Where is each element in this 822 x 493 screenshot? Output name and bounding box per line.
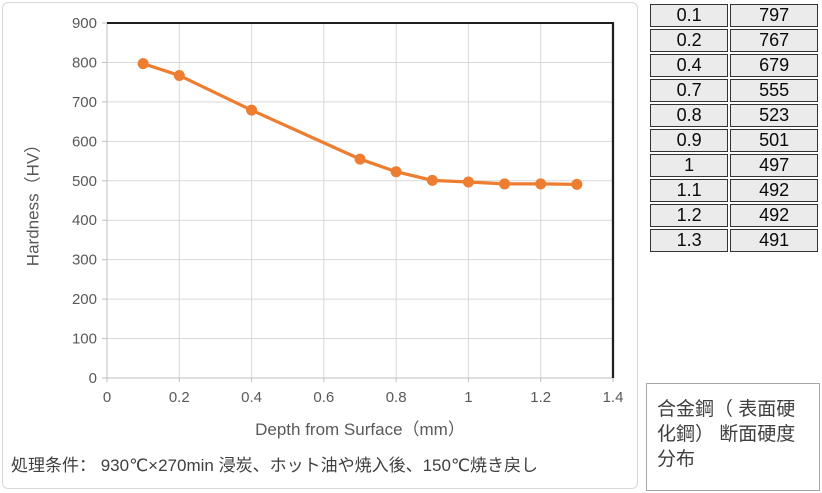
material-note-text: 合金鋼（ 表面硬 化鋼） 断面硬度 分布 [657,399,796,470]
hardness-cell: 523 [730,104,818,127]
depth-cell: 0.4 [650,54,729,77]
hardness-cell: 492 [730,179,818,202]
hardness-line [141,62,579,186]
x-tick-label: 0.2 [169,389,190,406]
table-row: 0.8 523 [650,104,818,127]
hardness-data-table: 0.1 797 0.2 767 0.4 679 0.7 555 0.8 523 0.9 501 1 497… [648,2,820,254]
y-tick-label: 0 [89,370,97,387]
x-tick-label: 1 [464,389,472,406]
table-row: 1.3 491 [650,229,818,252]
hardness-cell: 497 [730,154,818,177]
depth-cell: 0.1 [650,4,729,27]
data-point [462,176,474,188]
hardness-cell: 797 [730,4,818,27]
data-point [173,69,185,81]
hardness-cell: 767 [730,29,818,52]
y-tick-label: 700 [72,94,97,111]
depth-cell: 0.2 [650,29,729,52]
x-tick-label: 0.4 [241,389,262,406]
y-axis-title: Hardness（HV） [23,135,43,267]
data-point [137,58,149,70]
data-point [390,166,402,178]
y-tick-label: 200 [72,291,97,308]
data-point [354,153,366,165]
y-tick-label: 400 [72,212,97,229]
table-row: 0.4 679 [650,54,818,77]
data-point [426,174,438,186]
table-row: 0.7 555 [650,79,818,102]
data-point [571,178,583,190]
y-tick-label: 500 [72,173,97,190]
depth-cell: 1.3 [650,229,729,252]
x-axis-title: Depth from Surface（mm） [255,420,465,439]
y-tick-label: 800 [72,54,97,71]
treatment-conditions-caption: 処理条件： 930℃×270min 浸炭、ホット油や焼入後、150℃焼き戻し [11,456,539,475]
x-tick-label: 0.6 [313,389,334,406]
hardness-depth-chart: 0 100 200 300 400 500 600 700 800 900 0 0.2 0.4 0.6 0.… [72,15,624,406]
table-row: 1 497 [650,154,818,177]
material-note-box: 合金鋼（ 表面硬 化鋼） 断面硬度 分布 [646,383,820,491]
y-tick-label: 600 [72,133,97,150]
table-row: 0.1 797 [650,4,818,27]
x-tick-label: 1.4 [603,389,624,406]
depth-cell: 1.1 [650,179,729,202]
hardness-cell: 491 [730,229,818,252]
hardness-cell: 555 [730,79,818,102]
depth-cell: 0.9 [650,129,729,152]
x-tick-label: 0.8 [386,389,407,406]
hardness-cell: 501 [730,129,818,152]
table-row: 0.2 767 [650,29,818,52]
depth-cell: 0.8 [650,104,729,127]
hardness-cell: 492 [730,204,818,227]
data-point [499,178,511,190]
depth-cell: 1.2 [650,204,729,227]
y-tick-label: 100 [72,331,97,348]
table-row: 1.1 492 [650,179,818,202]
table-row: 0.9 501 [650,129,818,152]
data-point [535,178,547,190]
depth-cell: 0.7 [650,79,729,102]
x-tick-label: 1.2 [530,389,551,406]
hardness-cell: 679 [730,54,818,77]
x-tick-label: 0 [103,389,111,406]
chart-panel: 0 100 200 300 400 500 600 700 800 900 0 0.2 0.4 0.6 0.… [2,2,638,489]
y-tick-label: 900 [72,15,97,32]
table-row: 1.2 492 [650,204,818,227]
data-point [246,104,258,116]
depth-cell: 1 [650,154,729,177]
depth-hardness-table: 0.1 797 0.2 767 0.4 679 0.7 555 0.8 523 0.9 501 1 497… [648,2,820,254]
y-tick-label: 300 [72,252,97,269]
